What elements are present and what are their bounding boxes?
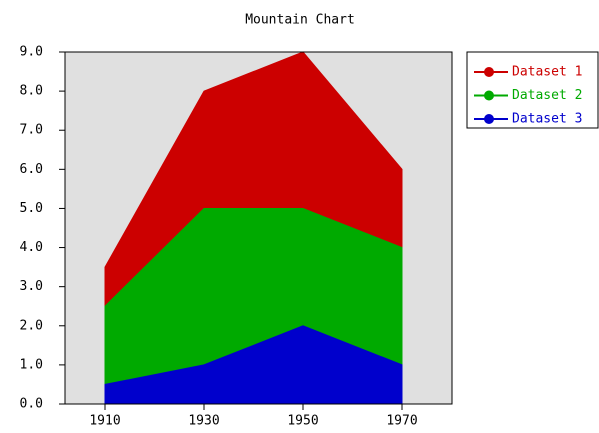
legend-label: Dataset 2 bbox=[512, 88, 582, 103]
plot-border bbox=[64, 51, 453, 405]
y-tick-label: 9.0 bbox=[20, 45, 43, 60]
legend-marker bbox=[484, 114, 494, 124]
y-tick-label: 2.0 bbox=[20, 318, 43, 333]
x-tick-label: 1930 bbox=[188, 414, 219, 429]
y-tick-label: 5.0 bbox=[20, 201, 43, 216]
x-tick-label: 1970 bbox=[386, 414, 417, 429]
legend-marker bbox=[484, 67, 494, 77]
y-tick-label: 3.0 bbox=[20, 279, 43, 294]
y-tick-label: 1.0 bbox=[20, 357, 43, 372]
legend-label: Dataset 1 bbox=[512, 65, 582, 80]
legend-marker bbox=[484, 90, 494, 101]
x-tick-label: 1950 bbox=[287, 414, 318, 429]
y-tick-label: 0.0 bbox=[20, 397, 43, 412]
y-tick-label: 7.0 bbox=[20, 123, 43, 138]
legend-label: Dataset 3 bbox=[512, 112, 582, 127]
y-tick-label: 6.0 bbox=[20, 162, 43, 177]
x-tick-label: 1910 bbox=[89, 414, 120, 429]
y-tick-label: 8.0 bbox=[20, 84, 43, 99]
y-tick-label: 4.0 bbox=[20, 240, 43, 255]
chart-title: Mountain Chart bbox=[245, 13, 355, 28]
